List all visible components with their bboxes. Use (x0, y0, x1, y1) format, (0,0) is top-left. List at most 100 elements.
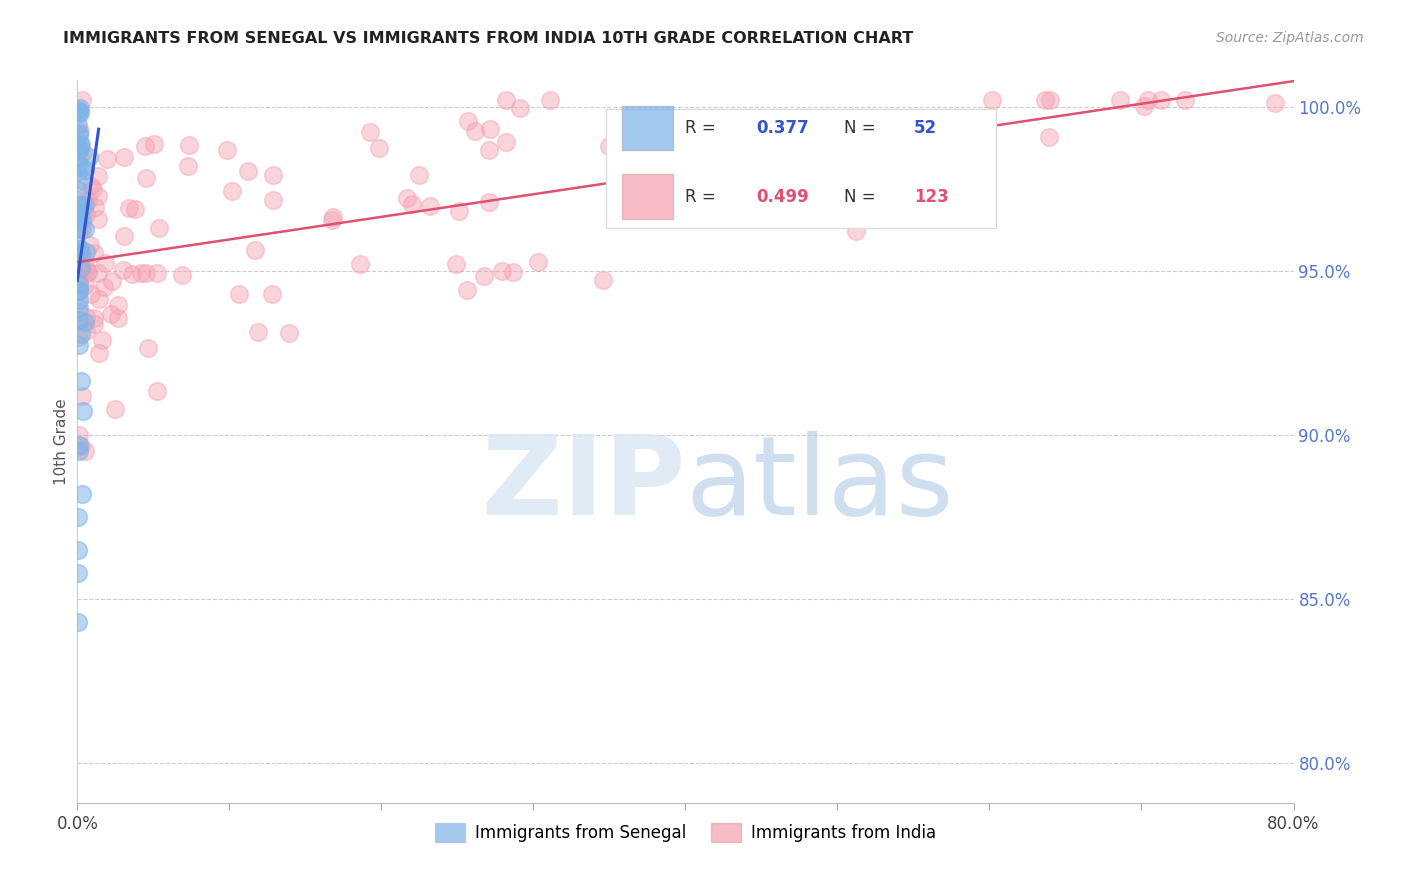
Point (72, 222, 94, 236)
Point (76, 265, 98, 279)
Point (526, 255, 548, 269)
Point (1264, 96, 1286, 111)
Point (66, 237, 89, 252)
Point (67, 103, 90, 117)
Point (101, 274, 124, 288)
Point (495, 135, 517, 149)
Point (143, 136, 166, 151)
Point (69, 242, 91, 256)
Point (69, 148, 91, 162)
Point (73, 315, 96, 329)
Point (73, 200, 96, 214)
Text: ZIP: ZIP (482, 432, 686, 539)
Point (67, 284, 90, 298)
Point (67, 209, 90, 223)
Point (104, 401, 127, 416)
Point (75, 261, 97, 276)
Point (72, 93, 94, 107)
Point (67, 428, 90, 442)
Point (84, 200, 107, 214)
Text: N =: N = (844, 187, 880, 205)
Point (457, 113, 479, 128)
Point (478, 122, 501, 136)
Point (1109, 93, 1132, 107)
Point (75, 245, 97, 260)
Point (87, 189, 110, 203)
Point (67, 301, 90, 316)
Point (741, 148, 763, 162)
Point (69, 246, 91, 260)
Point (70, 439, 93, 453)
Point (217, 144, 239, 158)
Point (129, 266, 152, 280)
Point (75, 324, 97, 338)
Point (69, 261, 91, 276)
Point (79, 238, 101, 252)
Point (447, 204, 470, 219)
Point (179, 138, 201, 153)
Point (94, 256, 117, 270)
Point (67, 246, 90, 260)
Point (1136, 93, 1159, 107)
Point (66, 510, 89, 524)
Point (598, 138, 620, 153)
Point (845, 224, 868, 238)
Point (69, 137, 91, 152)
Point (322, 211, 344, 225)
Legend: Immigrants from Senegal, Immigrants from India: Immigrants from Senegal, Immigrants from… (427, 816, 943, 848)
Point (134, 139, 156, 153)
Point (66, 183, 89, 197)
Point (136, 341, 159, 355)
Point (67, 214, 90, 228)
Point (472, 268, 495, 283)
Point (66, 157, 89, 171)
Point (67, 118, 90, 132)
Point (67, 566, 90, 580)
Point (70, 160, 93, 174)
Point (70, 247, 93, 261)
Point (444, 257, 467, 271)
FancyBboxPatch shape (623, 105, 673, 151)
Point (495, 93, 517, 107)
Point (70, 136, 93, 151)
Point (478, 143, 501, 157)
Point (69, 124, 91, 138)
Point (135, 171, 157, 186)
Point (177, 159, 200, 173)
Point (87, 293, 110, 307)
Point (67, 211, 90, 226)
Point (368, 141, 391, 155)
Point (67, 293, 90, 307)
Point (67, 543, 90, 558)
Point (538, 93, 561, 107)
Text: IMMIGRANTS FROM SENEGAL VS IMMIGRANTS FROM INDIA 10TH GRADE CORRELATION CHART: IMMIGRANTS FROM SENEGAL VS IMMIGRANTS FR… (63, 31, 914, 46)
Point (69, 374, 91, 388)
Point (118, 201, 141, 215)
Point (491, 264, 513, 278)
Point (69, 142, 91, 156)
Point (67, 245, 90, 260)
Point (146, 266, 169, 280)
Point (75, 208, 97, 222)
Point (70, 173, 93, 187)
Point (69, 242, 91, 256)
Point (277, 326, 299, 341)
Text: N =: N = (844, 119, 880, 137)
Point (67, 128, 90, 142)
Point (70, 388, 93, 402)
Point (72, 211, 94, 226)
Point (67, 444, 90, 458)
Point (80, 287, 103, 301)
Point (67, 330, 90, 344)
Point (66, 164, 89, 178)
Point (1038, 130, 1060, 145)
Point (67, 270, 90, 285)
Text: R =: R = (686, 119, 721, 137)
Point (262, 194, 284, 208)
Point (87, 346, 110, 360)
Point (112, 150, 135, 164)
Point (723, 178, 745, 193)
Point (82, 182, 104, 196)
Point (77, 150, 100, 164)
Point (146, 384, 169, 398)
